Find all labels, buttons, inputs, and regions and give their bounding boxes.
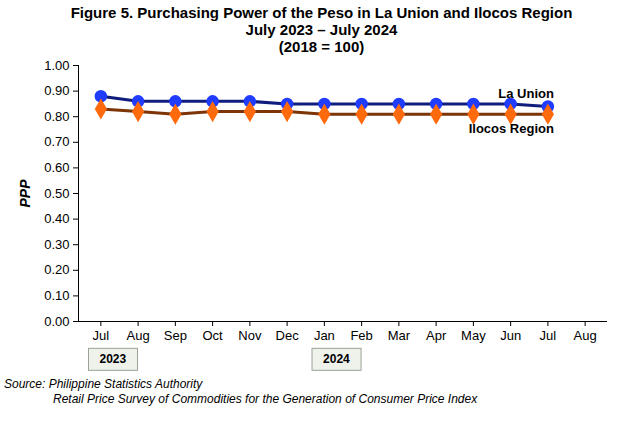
svg-text:Ilocos Region: Ilocos Region xyxy=(469,121,554,136)
svg-text:Apr: Apr xyxy=(426,328,447,343)
html-text:Retail Price Survey of Commodi: Retail Price Survey of Commodities for t… xyxy=(53,392,478,406)
svg-text:Aug: Aug xyxy=(574,328,597,343)
svg-text:PPP: PPP xyxy=(17,179,33,208)
svg-text:0.90: 0.90 xyxy=(44,83,69,98)
svg-text:Aug: Aug xyxy=(127,328,150,343)
svg-text:0.60: 0.60 xyxy=(44,160,69,175)
svg-text:Jul: Jul xyxy=(93,328,110,343)
html-text:Source: Philippine Statistics: Source: Philippine Statistics Authority xyxy=(4,377,203,391)
html-text:Figure 5. Purchasing Power of: Figure 5. Purchasing Power of the Peso i… xyxy=(70,4,573,21)
svg-text:Jun: Jun xyxy=(500,328,521,343)
svg-text:Jan: Jan xyxy=(314,328,335,343)
svg-text:0.70: 0.70 xyxy=(44,134,69,149)
svg-text:Sep: Sep xyxy=(164,328,187,343)
svg-text:0.50: 0.50 xyxy=(44,186,69,201)
svg-text:0.20: 0.20 xyxy=(44,262,69,277)
html-text:July 2023 – July 2024: July 2023 – July 2024 xyxy=(245,21,398,38)
svg-text:Oct: Oct xyxy=(202,328,223,343)
svg-text:May: May xyxy=(461,328,486,343)
svg-text:2024: 2024 xyxy=(323,352,350,366)
svg-text:Nov: Nov xyxy=(238,328,262,343)
html-text:(2018 = 100): (2018 = 100) xyxy=(278,38,365,55)
svg-text:Mar: Mar xyxy=(388,328,411,343)
svg-text:Dec: Dec xyxy=(276,328,300,343)
svg-text:0.00: 0.00 xyxy=(44,314,69,329)
svg-text:1.00: 1.00 xyxy=(44,58,69,73)
svg-text:La Union: La Union xyxy=(498,86,554,101)
svg-text:0.40: 0.40 xyxy=(44,211,69,226)
svg-text:Feb: Feb xyxy=(350,328,372,343)
svg-text:2023: 2023 xyxy=(100,352,127,366)
svg-text:0.80: 0.80 xyxy=(44,109,69,124)
svg-text:0.30: 0.30 xyxy=(44,237,69,252)
svg-text:0.10: 0.10 xyxy=(44,288,69,303)
svg-text:Jul: Jul xyxy=(540,328,557,343)
